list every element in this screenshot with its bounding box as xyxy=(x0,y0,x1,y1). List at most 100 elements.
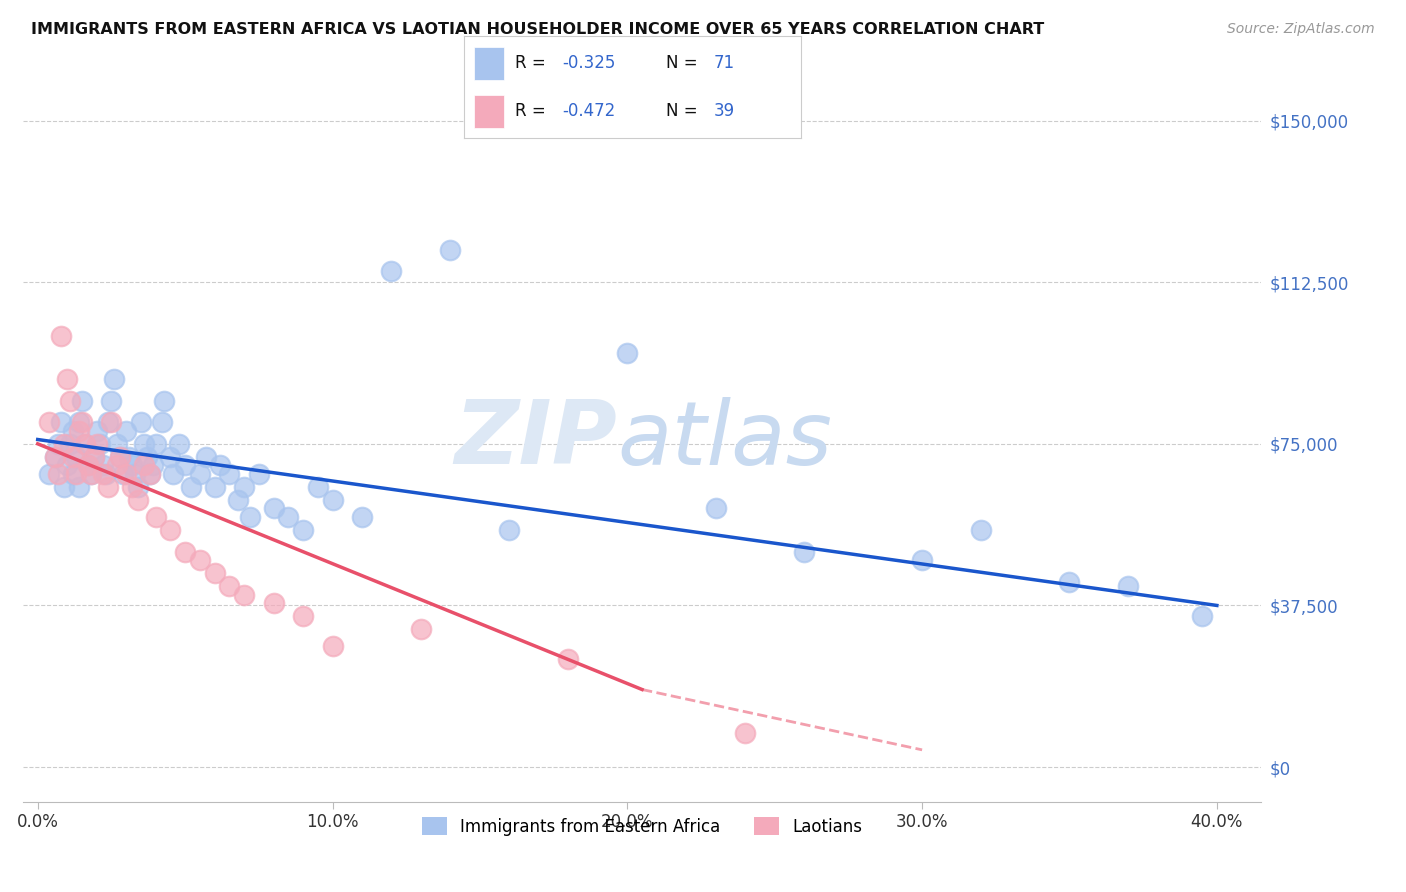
Point xyxy=(704,501,727,516)
Point xyxy=(115,467,138,481)
Point xyxy=(100,393,122,408)
Point xyxy=(70,393,93,408)
Point xyxy=(180,480,202,494)
Point xyxy=(132,458,155,473)
Text: -0.325: -0.325 xyxy=(562,54,616,72)
Point xyxy=(557,652,579,666)
Point xyxy=(94,467,117,481)
Point xyxy=(51,415,73,429)
Text: 71: 71 xyxy=(714,54,735,72)
Point xyxy=(153,393,176,408)
Point xyxy=(80,467,103,481)
Point xyxy=(734,725,756,739)
Point xyxy=(73,437,96,451)
Point xyxy=(321,492,343,507)
Point xyxy=(350,510,373,524)
Point xyxy=(233,588,256,602)
Point xyxy=(292,523,315,537)
Point xyxy=(277,510,299,524)
Point xyxy=(247,467,270,481)
Point xyxy=(209,458,232,473)
Point xyxy=(44,450,66,464)
Point xyxy=(124,467,146,481)
Point xyxy=(105,458,128,473)
Text: R =: R = xyxy=(515,54,551,72)
Point xyxy=(62,450,84,464)
Point xyxy=(218,467,240,481)
Text: -0.472: -0.472 xyxy=(562,102,614,120)
Point xyxy=(38,467,60,481)
Point xyxy=(59,393,82,408)
Point xyxy=(97,480,120,494)
Point xyxy=(46,467,69,481)
Point xyxy=(188,467,211,481)
Point xyxy=(62,424,84,438)
Point xyxy=(174,544,197,558)
Text: atlas: atlas xyxy=(617,397,832,483)
Text: N =: N = xyxy=(666,102,703,120)
Point xyxy=(1191,609,1213,624)
Point xyxy=(145,510,167,524)
Point xyxy=(62,467,84,481)
FancyBboxPatch shape xyxy=(474,95,505,128)
Point xyxy=(53,437,76,451)
Point xyxy=(73,437,96,451)
Point xyxy=(174,458,197,473)
Point xyxy=(53,480,76,494)
Point xyxy=(138,467,160,481)
Point xyxy=(793,544,815,558)
FancyBboxPatch shape xyxy=(474,47,505,79)
Point xyxy=(167,437,190,451)
Point xyxy=(67,424,90,438)
Point xyxy=(239,510,262,524)
Point xyxy=(76,458,98,473)
Point xyxy=(159,523,181,537)
Point xyxy=(145,437,167,451)
Point xyxy=(138,467,160,481)
Point xyxy=(307,480,329,494)
Point xyxy=(127,492,149,507)
Point xyxy=(911,553,934,567)
Point xyxy=(1059,574,1081,589)
Point xyxy=(409,622,432,636)
Point xyxy=(110,450,132,464)
Point xyxy=(226,492,249,507)
Point xyxy=(51,329,73,343)
Point xyxy=(142,458,165,473)
Point xyxy=(103,372,125,386)
Text: Source: ZipAtlas.com: Source: ZipAtlas.com xyxy=(1227,22,1375,37)
Point xyxy=(204,566,226,581)
Text: R =: R = xyxy=(515,102,551,120)
Legend: Immigrants from Eastern Africa, Laotians: Immigrants from Eastern Africa, Laotians xyxy=(413,809,870,844)
Point xyxy=(110,450,132,464)
Point xyxy=(150,415,173,429)
Point xyxy=(97,415,120,429)
Point xyxy=(115,424,138,438)
Point xyxy=(70,415,93,429)
Point xyxy=(118,450,141,464)
Point xyxy=(91,458,114,473)
Point xyxy=(100,415,122,429)
Point xyxy=(105,437,128,451)
Point xyxy=(44,450,66,464)
Point xyxy=(194,450,217,464)
Point xyxy=(65,467,87,481)
Text: IMMIGRANTS FROM EASTERN AFRICA VS LAOTIAN HOUSEHOLDER INCOME OVER 65 YEARS CORRE: IMMIGRANTS FROM EASTERN AFRICA VS LAOTIA… xyxy=(31,22,1045,37)
Point xyxy=(159,450,181,464)
Point xyxy=(1118,579,1140,593)
Point xyxy=(83,450,105,464)
Text: 39: 39 xyxy=(714,102,735,120)
Text: ZIP: ZIP xyxy=(454,396,617,483)
Point xyxy=(132,437,155,451)
Point xyxy=(91,467,114,481)
Point xyxy=(112,467,135,481)
Point xyxy=(204,480,226,494)
Point xyxy=(67,415,90,429)
Point xyxy=(83,450,105,464)
Text: N =: N = xyxy=(666,54,703,72)
Point xyxy=(129,415,152,429)
Point xyxy=(616,346,638,360)
Point xyxy=(233,480,256,494)
Point xyxy=(56,458,79,473)
Point xyxy=(121,480,143,494)
